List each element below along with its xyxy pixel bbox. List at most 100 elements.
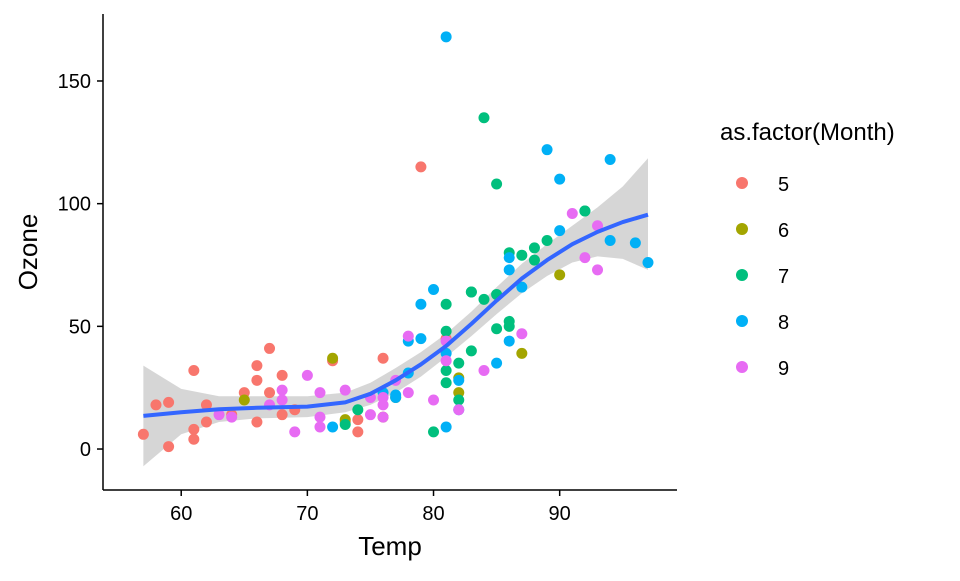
data-point-month-7 bbox=[579, 205, 591, 217]
data-point-month-9 bbox=[516, 328, 528, 340]
data-point-month-8 bbox=[503, 252, 515, 264]
data-point-month-7 bbox=[541, 234, 553, 246]
data-point-month-9 bbox=[377, 411, 389, 423]
data-point-month-9 bbox=[364, 409, 376, 421]
data-point-month-9 bbox=[339, 384, 351, 396]
data-point-month-8 bbox=[604, 153, 616, 165]
data-point-month-8 bbox=[491, 357, 503, 369]
data-point-month-8 bbox=[327, 421, 339, 433]
data-point-month-5 bbox=[264, 342, 276, 354]
data-point-month-9 bbox=[213, 409, 225, 421]
x-tick-label: 60 bbox=[170, 503, 192, 525]
data-point-month-7 bbox=[440, 377, 452, 389]
data-point-month-7 bbox=[339, 418, 351, 430]
data-point-month-7 bbox=[465, 286, 477, 298]
data-point-month-8 bbox=[541, 144, 553, 156]
legend-key-9 bbox=[736, 361, 748, 373]
data-point-month-7 bbox=[528, 242, 540, 254]
legend-label: 9 bbox=[778, 358, 789, 380]
data-point-month-5 bbox=[163, 396, 175, 408]
x-ticks: 60 70 80 90 bbox=[170, 490, 571, 525]
y-ticks: 0 50 100 150 bbox=[58, 71, 103, 461]
data-point-month-9 bbox=[402, 330, 414, 342]
data-point-month-7 bbox=[491, 178, 503, 190]
data-point-month-8 bbox=[440, 421, 452, 433]
data-point-month-8 bbox=[390, 391, 402, 403]
data-point-month-9 bbox=[478, 365, 490, 377]
data-point-month-9 bbox=[428, 394, 440, 406]
data-point-month-9 bbox=[276, 394, 288, 406]
data-point-month-7 bbox=[453, 394, 465, 406]
data-point-month-5 bbox=[276, 369, 288, 381]
legend-key-5 bbox=[736, 177, 748, 189]
data-point-month-9 bbox=[377, 399, 389, 411]
y-tick-label: 100 bbox=[58, 194, 91, 216]
data-point-month-7 bbox=[352, 404, 364, 416]
data-point-month-5 bbox=[200, 416, 212, 428]
data-point-month-5 bbox=[352, 426, 364, 438]
data-point-month-9 bbox=[579, 252, 591, 264]
data-point-month-8 bbox=[554, 173, 566, 185]
data-point-month-5 bbox=[150, 399, 162, 411]
x-axis-label: Temp bbox=[358, 531, 422, 561]
data-point-month-6 bbox=[516, 347, 528, 359]
data-point-month-7 bbox=[440, 325, 452, 337]
data-point-month-8 bbox=[503, 264, 515, 276]
y-tick-label: 150 bbox=[58, 71, 91, 93]
legend-label: 5 bbox=[778, 174, 789, 196]
data-point-month-9 bbox=[592, 264, 604, 276]
x-tick-label: 90 bbox=[549, 503, 571, 525]
legend-label: 8 bbox=[778, 312, 789, 334]
data-point-month-7 bbox=[478, 293, 490, 305]
y-tick-label: 50 bbox=[69, 316, 91, 338]
data-point-month-7 bbox=[465, 345, 477, 357]
data-point-month-8 bbox=[503, 335, 515, 347]
data-point-month-9 bbox=[301, 369, 313, 381]
points-layer bbox=[137, 31, 654, 453]
data-point-month-9 bbox=[226, 411, 238, 423]
legend: 5 6 7 8 9 bbox=[736, 174, 789, 380]
data-point-month-7 bbox=[491, 323, 503, 335]
legend-label: 7 bbox=[778, 266, 789, 288]
data-point-month-9 bbox=[314, 421, 326, 433]
smooth-line-layer bbox=[143, 212, 649, 418]
data-point-month-5 bbox=[377, 352, 389, 364]
data-point-month-9 bbox=[453, 404, 465, 416]
data-point-month-6 bbox=[327, 352, 339, 364]
data-point-month-8 bbox=[415, 298, 427, 310]
data-point-month-7 bbox=[478, 112, 490, 124]
data-point-month-6 bbox=[554, 269, 566, 281]
data-point-month-8 bbox=[428, 284, 440, 296]
smooth-line bbox=[143, 212, 649, 418]
data-point-month-8 bbox=[629, 237, 641, 249]
data-point-month-8 bbox=[554, 225, 566, 237]
data-point-month-9 bbox=[314, 411, 326, 423]
data-point-month-9 bbox=[440, 355, 452, 367]
legend-key-7 bbox=[736, 269, 748, 281]
data-point-month-7 bbox=[440, 298, 452, 310]
data-point-month-5 bbox=[163, 441, 175, 453]
data-point-month-6 bbox=[238, 394, 250, 406]
data-point-month-7 bbox=[503, 320, 515, 332]
data-point-month-5 bbox=[415, 161, 427, 173]
legend-label: 6 bbox=[778, 220, 789, 242]
x-tick-label: 80 bbox=[422, 503, 444, 525]
y-axis-label: Ozone bbox=[13, 214, 43, 291]
data-point-month-5 bbox=[188, 365, 200, 377]
legend-key-8 bbox=[736, 315, 748, 327]
data-point-month-8 bbox=[604, 234, 616, 246]
data-point-month-8 bbox=[440, 31, 452, 43]
data-point-month-7 bbox=[528, 254, 540, 266]
data-point-month-9 bbox=[314, 387, 326, 399]
data-point-month-8 bbox=[642, 257, 654, 269]
data-point-month-5 bbox=[264, 387, 276, 399]
data-point-month-9 bbox=[289, 426, 301, 438]
data-point-month-5 bbox=[251, 374, 263, 386]
data-point-month-7 bbox=[516, 249, 528, 261]
y-tick-label: 0 bbox=[80, 439, 91, 461]
data-point-month-5 bbox=[251, 360, 263, 372]
data-point-month-5 bbox=[188, 423, 200, 435]
data-point-month-8 bbox=[516, 281, 528, 293]
